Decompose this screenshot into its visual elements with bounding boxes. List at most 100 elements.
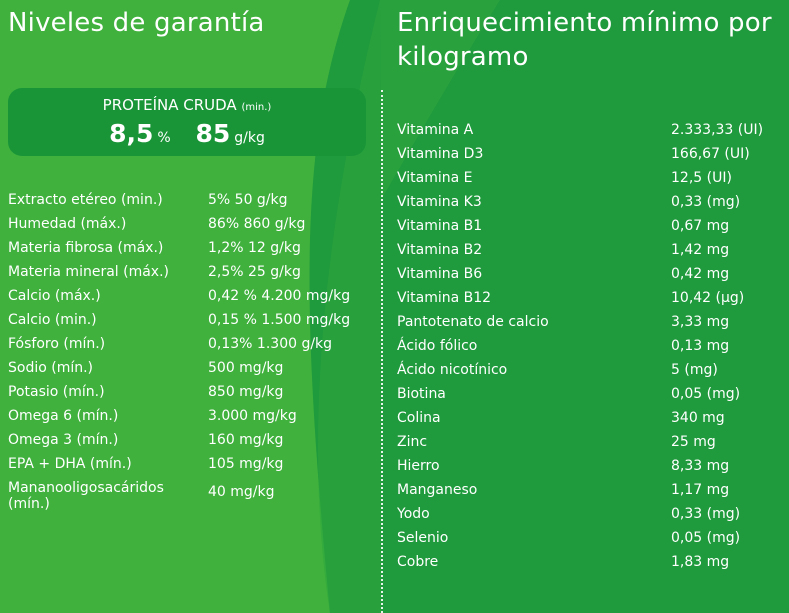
nutrient-row: Vitamina B6 0,42 mg (397, 262, 763, 286)
nutrient-value: 2,5% 25 g/kg (208, 264, 301, 280)
nutrient-value: 0,42 % 4.200 mg/kg (208, 288, 351, 304)
column-divider (381, 90, 383, 613)
nutrient-name: Colina (397, 410, 441, 426)
nutrient-row: Ácido fólico 0,13 mg (397, 334, 763, 358)
nutrient-value: 25 mg (671, 434, 716, 450)
crude-protein-label: PROTEÍNA CRUDA (102, 96, 237, 114)
nutrient-value: 1,42 mg (671, 242, 730, 258)
nutrient-name: Calcio (min.) (8, 312, 97, 328)
nutrient-row: Zinc 25 mg (397, 430, 763, 454)
nutrient-row: Potasio (mín.) 850 mg/kg (8, 380, 350, 404)
nutrient-row: Humedad (máx.) 86% 860 g/kg (8, 212, 350, 236)
nutrient-row: Colina 340 mg (397, 406, 763, 430)
crude-protein-grams: 85 (195, 119, 231, 148)
nutrient-name: EPA + DHA (mín.) (8, 456, 132, 472)
nutrient-value: 0,13% 1.300 g/kg (208, 336, 333, 352)
nutrient-value: 1,17 mg (671, 482, 730, 498)
nutrient-value: 0,05 (mg) (671, 530, 741, 546)
nutrient-row: Sodio (mín.) 500 mg/kg (8, 356, 350, 380)
guarantee-levels-panel: Niveles de garantía PROTEÍNA CRUDA (min.… (0, 0, 380, 613)
nutrient-row: Fósforo (mín.) 0,13% 1.300 g/kg (8, 332, 350, 356)
nutrient-name: Sodio (mín.) (8, 360, 94, 376)
nutrient-row: Manganeso 1,17 mg (397, 478, 763, 502)
nutrient-name: Pantotenato de calcio (397, 314, 549, 330)
nutrient-name: Hierro (397, 458, 440, 474)
nutrient-row: Vitamina D3 166,67 (UI) (397, 142, 763, 166)
nutrient-row: Vitamina A 2.333,33 (UI) (397, 118, 763, 142)
nutrient-value: 40 mg/kg (208, 484, 275, 500)
nutrient-value: 3,33 mg (671, 314, 730, 330)
nutrient-value: 5 (mg) (671, 362, 718, 378)
nutrient-value: 2.333,33 (UI) (671, 122, 764, 138)
nutrient-value: 12,5 (UI) (671, 170, 732, 186)
nutrient-value: 105 mg/kg (208, 456, 284, 472)
crude-protein-heading: PROTEÍNA CRUDA (min.) (8, 96, 366, 117)
nutrient-name: Vitamina E (397, 170, 473, 186)
enrichment-panel: Enriquecimiento mínimo por kilogramo Vit… (383, 0, 789, 613)
nutrient-row: Calcio (min.) 0,15 % 1.500 mg/kg (8, 308, 350, 332)
nutrient-row: Cobre 1,83 mg (397, 550, 763, 574)
nutrient-row: Materia mineral (máx.) 2,5% 25 g/kg (8, 260, 350, 284)
nutrient-value: 1,83 mg (671, 554, 730, 570)
enrichment-title: Enriquecimiento mínimo por kilogramo (397, 8, 772, 72)
nutrient-row: Omega 6 (mín.) 3.000 mg/kg (8, 404, 350, 428)
nutrient-name: Calcio (máx.) (8, 288, 101, 304)
nutrient-name: Omega 3 (mín.) (8, 432, 119, 448)
nutrient-value: 3.000 mg/kg (208, 408, 297, 424)
nutrient-row: Vitamina B1 0,67 mg (397, 214, 763, 238)
nutrient-value: 340 mg (671, 410, 725, 426)
nutrient-row: Calcio (máx.) 0,42 % 4.200 mg/kg (8, 284, 350, 308)
nutrient-value: 850 mg/kg (208, 384, 284, 400)
nutrient-row: Ácido nicotínico 5 (mg) (397, 358, 763, 382)
nutrient-name: Biotina (397, 386, 446, 402)
nutrient-row: Extracto etéreo (min.) 5% 50 g/kg (8, 188, 350, 212)
nutrient-value: 0,42 mg (671, 266, 730, 282)
nutrient-name: Potasio (mín.) (8, 384, 105, 400)
nutrient-value: 5% 50 g/kg (208, 192, 288, 208)
nutrient-name: Manganeso (397, 482, 478, 498)
nutrient-value: 0,33 (mg) (671, 506, 741, 522)
crude-protein-values: 8,5% 85 g/kg (8, 120, 366, 152)
nutrient-value: 8,33 mg (671, 458, 730, 474)
nutrient-name: Vitamina B2 (397, 242, 483, 258)
nutrient-value: 0,05 (mg) (671, 386, 741, 402)
nutrient-row: Yodo 0,33 (mg) (397, 502, 763, 526)
nutrient-value: 160 mg/kg (208, 432, 284, 448)
nutrient-name: Vitamina D3 (397, 146, 484, 162)
nutrient-name: Yodo (397, 506, 430, 522)
nutrient-name: Extracto etéreo (min.) (8, 192, 163, 208)
nutrient-name: Ácido fólico (397, 338, 478, 354)
nutrient-value: 0,13 mg (671, 338, 730, 354)
nutrient-name: Cobre (397, 554, 439, 570)
crude-protein-grams-unit: g/kg (234, 130, 265, 146)
nutrient-name: Selenio (397, 530, 449, 546)
nutrient-name: Vitamina A (397, 122, 474, 138)
crude-protein-box: PROTEÍNA CRUDA (min.) 8,5% 85 g/kg (8, 88, 366, 156)
nutrient-row: Selenio 0,05 (mg) (397, 526, 763, 550)
nutrient-row: Omega 3 (mín.) 160 mg/kg (8, 428, 350, 452)
crude-protein-percent-unit: % (157, 130, 171, 146)
nutrient-name: Vitamina B6 (397, 266, 483, 282)
crude-protein-qualifier: (min.) (241, 102, 272, 113)
nutrient-row: Materia fibrosa (máx.) 1,2% 12 g/kg (8, 236, 350, 260)
nutrient-name: Ácido nicotínico (397, 362, 508, 378)
nutrient-row: Vitamina B12 10,42 (µg) (397, 286, 763, 310)
nutrient-row: EPA + DHA (mín.) 105 mg/kg (8, 452, 350, 476)
nutrient-name: Vitamina K3 (397, 194, 482, 210)
nutrient-name: Humedad (máx.) (8, 216, 127, 232)
nutrient-row: Mananooligosacáridos (mín.) 40 mg/kg (8, 476, 350, 514)
nutrient-name: Fósforo (mín.) (8, 336, 106, 352)
nutrient-row: Biotina 0,05 (mg) (397, 382, 763, 406)
nutrient-value: 86% 860 g/kg (208, 216, 306, 232)
nutrient-name: Vitamina B12 (397, 290, 492, 306)
nutrient-value: 0,67 mg (671, 218, 730, 234)
nutrient-name: Omega 6 (mín.) (8, 408, 119, 424)
nutrient-name: Materia mineral (máx.) (8, 264, 169, 280)
nutrient-value: 0,15 % 1.500 mg/kg (208, 312, 351, 328)
nutrient-row: Vitamina E 12,5 (UI) (397, 166, 763, 190)
nutrient-name: Vitamina B1 (397, 218, 483, 234)
nutrient-value: 10,42 (µg) (671, 290, 745, 306)
enrichment-table: Vitamina A 2.333,33 (UI) Vitamina D3 166,67… (397, 118, 763, 574)
nutrient-name: Materia fibrosa (máx.) (8, 240, 164, 256)
